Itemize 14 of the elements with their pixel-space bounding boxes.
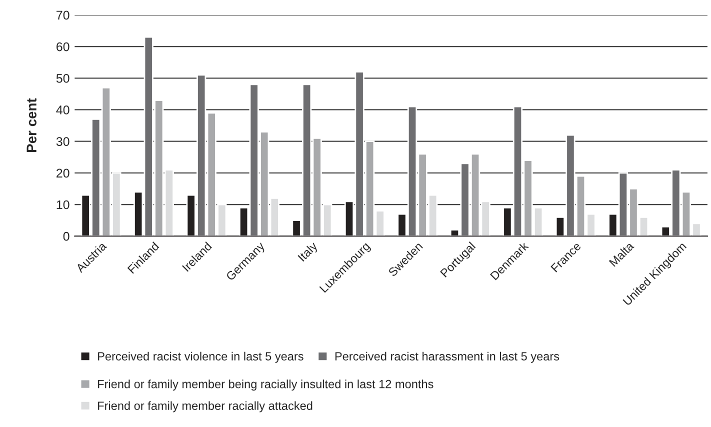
y-tick-label: 0 <box>63 232 70 241</box>
legend-label: Perceived racist harassment in last 5 years <box>335 352 560 363</box>
y-tick-label: 30 <box>56 137 70 146</box>
y-tick-label: 70 <box>56 10 70 20</box>
y-tick-label: 10 <box>56 200 70 210</box>
y-tick-label: 60 <box>56 42 70 52</box>
y-tick-label: 40 <box>56 106 70 114</box>
legend-label: Friend or family member being racially insulted in last 12 months <box>98 380 434 391</box>
legend-label: Perceived racist violence in last 5 years <box>98 352 304 363</box>
y-tick-label: 20 <box>56 168 70 178</box>
y-tick-label: 50 <box>56 74 70 83</box>
x-tick-label: Italy <box>297 241 320 264</box>
legend-label: Friend or family member racially attacked <box>98 401 312 412</box>
y-axis-title: Per cent <box>26 98 36 152</box>
